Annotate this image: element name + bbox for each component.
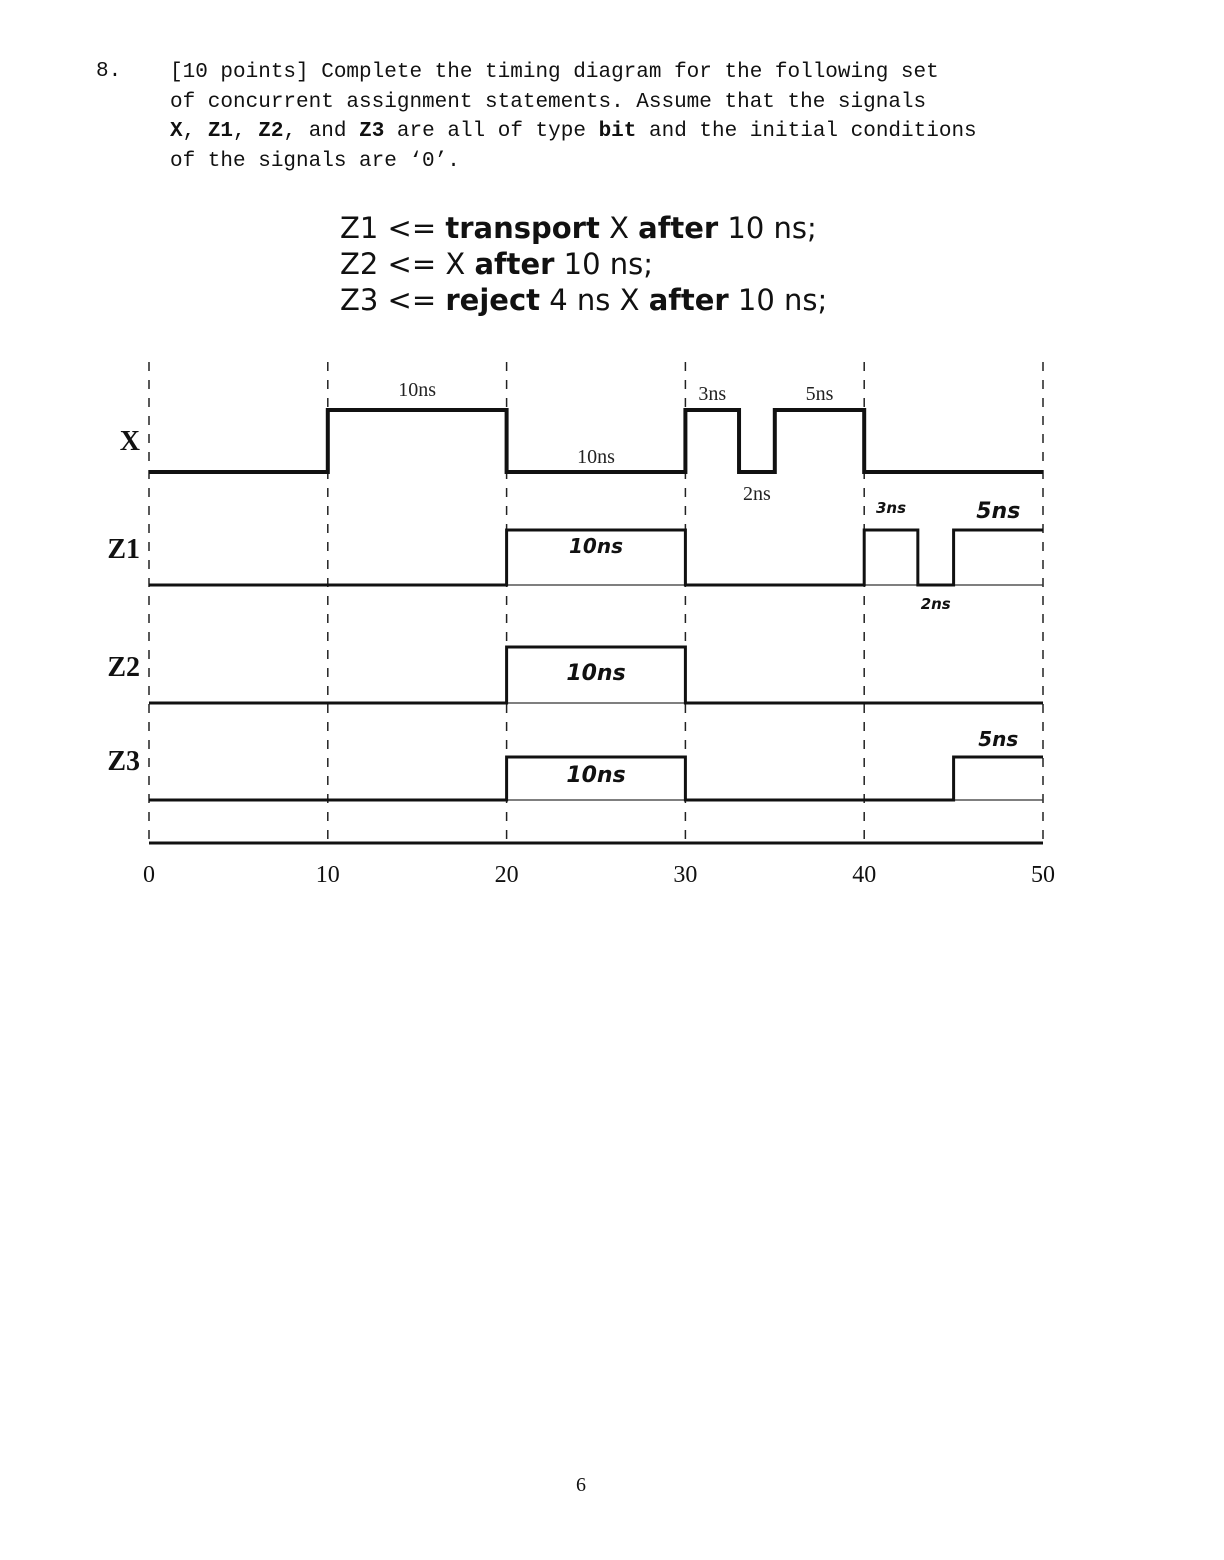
question-line-3: X, Z1, Z2, and Z3 are all of type bit an…	[170, 120, 977, 143]
sep-1: ,	[182, 120, 208, 143]
x-duration-label: 2ns	[743, 483, 771, 505]
signal-label-x: X	[120, 426, 140, 457]
time-tick-50: 50	[1031, 862, 1055, 888]
time-tick-10: 10	[316, 862, 340, 888]
x-duration-label: 5ns	[806, 383, 834, 405]
handwritten-label: 10ns	[566, 661, 625, 686]
handwritten-label: 10ns	[569, 534, 623, 558]
waveform-z3	[149, 755, 1043, 802]
signal-z3-name: Z3	[359, 120, 385, 143]
time-tick-0: 0	[143, 862, 155, 888]
time-tick-20: 20	[495, 862, 519, 888]
waveform-z1	[149, 528, 1043, 587]
line3-mid: are all of type	[384, 120, 599, 143]
handwritten-label: 2ns	[921, 595, 951, 613]
question-line-1: [10 points] Complete the timing diagram …	[170, 61, 939, 84]
sep-3: , and	[283, 120, 360, 143]
x-duration-label: 10ns	[577, 446, 615, 468]
signal-x-name: X	[170, 120, 183, 143]
statement-z2: Z2 <= X after 10 ns;	[340, 247, 654, 281]
type-name: bit	[598, 120, 637, 143]
signal-label-z3: Z3	[107, 746, 140, 777]
signal-z1-name: Z1	[207, 120, 234, 143]
statement-z3: Z3 <= reject 4 ns X after 10 ns;	[340, 283, 828, 317]
handwritten-label: 3ns	[876, 499, 906, 517]
waveform-z2	[149, 645, 1043, 705]
question-line-2: of concurrent assignment statements. Ass…	[170, 90, 927, 114]
line3-end: and the initial conditions	[636, 120, 977, 143]
question-line-4: of the signals are ‘0’.	[170, 149, 460, 173]
question-number: 8.	[96, 60, 122, 83]
x-duration-label: 3ns	[698, 383, 726, 405]
handwritten-label: 10ns	[566, 763, 625, 788]
handwritten-label: 5ns	[978, 727, 1018, 751]
time-tick-40: 40	[852, 862, 876, 888]
x-duration-label: 10ns	[398, 379, 436, 401]
statement-z1: Z1 <= transport X after 10 ns;	[340, 211, 817, 245]
sep-2: ,	[233, 120, 259, 143]
question-text: [10 points] Complete the timing diagram …	[170, 58, 1090, 176]
signal-label-z2: Z2	[107, 652, 140, 683]
page-number: 6	[576, 1474, 586, 1496]
waveform-x	[149, 408, 1043, 474]
handwritten-label: 5ns	[976, 499, 1020, 524]
vhdl-statements: Z1 <= transport X after 10 ns; Z2 <= X a…	[340, 210, 827, 318]
time-tick-30: 30	[673, 862, 697, 888]
signal-label-z1: Z1	[107, 534, 140, 565]
signal-z2-name: Z2	[258, 120, 284, 143]
